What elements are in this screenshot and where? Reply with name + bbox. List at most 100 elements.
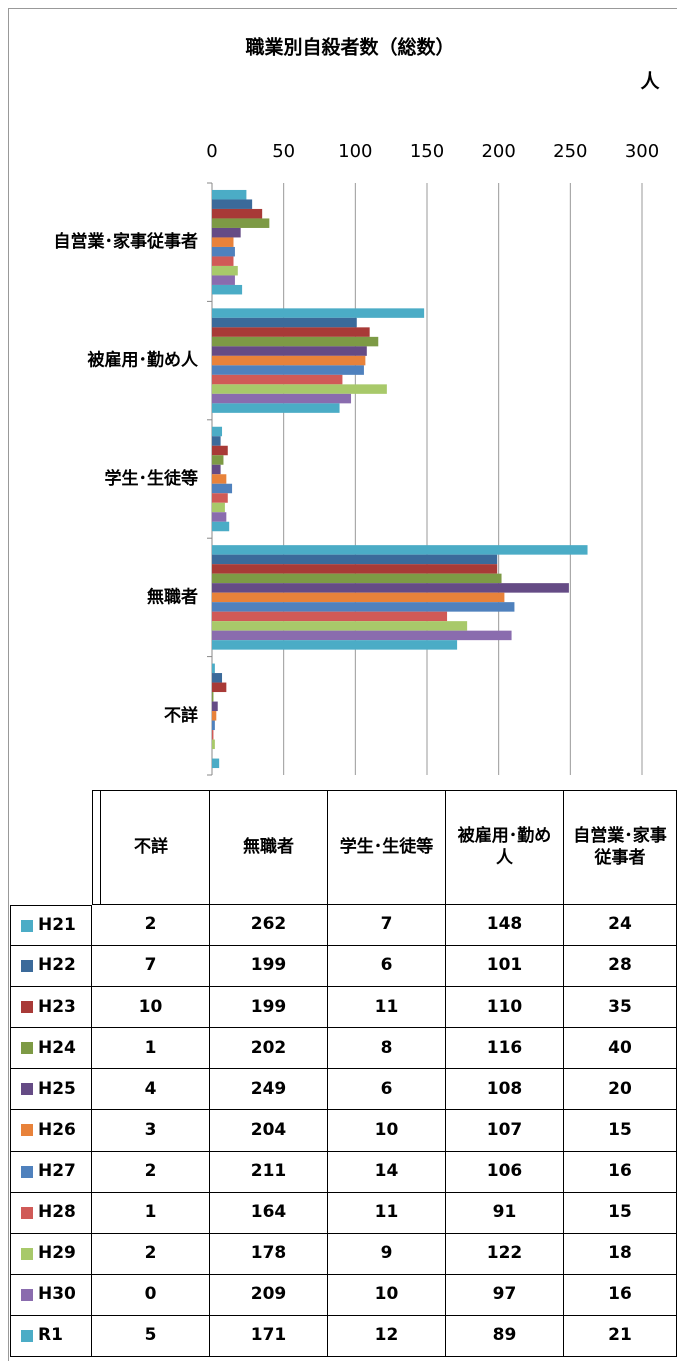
x-tick-label: 200 bbox=[481, 141, 515, 162]
table-header: 不詳 bbox=[92, 790, 210, 905]
legend-key bbox=[21, 1206, 33, 1219]
bar bbox=[212, 640, 458, 650]
bar bbox=[212, 327, 370, 337]
legend-cell: H22 bbox=[10, 946, 92, 988]
legend-cell: H21 bbox=[10, 905, 92, 947]
bar bbox=[212, 436, 221, 446]
legend-key bbox=[21, 919, 33, 932]
bar bbox=[212, 758, 220, 769]
legend-cell: H24 bbox=[10, 1028, 92, 1070]
legend-cell: H27 bbox=[10, 1151, 92, 1193]
bar bbox=[212, 711, 217, 721]
bar bbox=[212, 739, 215, 750]
y-tick-label: 無職者 bbox=[147, 586, 198, 607]
table-value: 202 bbox=[210, 1028, 328, 1070]
chart-border bbox=[8, 8, 677, 1361]
table-border bbox=[92, 790, 101, 905]
table-value: 11 bbox=[328, 1192, 446, 1234]
table-value: 15 bbox=[564, 1192, 677, 1234]
bar bbox=[212, 611, 448, 622]
table-value: 106 bbox=[446, 1151, 564, 1193]
legend-key bbox=[21, 1083, 33, 1096]
bar bbox=[212, 227, 241, 238]
table-value: 18 bbox=[564, 1233, 677, 1275]
bar bbox=[212, 246, 235, 257]
table-value: 4 bbox=[92, 1069, 210, 1111]
bar bbox=[212, 365, 364, 375]
bar bbox=[212, 474, 227, 484]
bar bbox=[212, 455, 224, 465]
legend-cell: H28 bbox=[10, 1192, 92, 1234]
y-tick-label: 自営業･家事従事者 bbox=[54, 231, 199, 252]
table-value: 2 bbox=[92, 905, 210, 947]
table-value: 10 bbox=[92, 987, 210, 1029]
table-value: 40 bbox=[564, 1028, 677, 1070]
bar bbox=[212, 384, 387, 394]
bar bbox=[212, 483, 233, 494]
bar bbox=[212, 256, 234, 266]
table-value: 10 bbox=[328, 1274, 446, 1316]
bar bbox=[212, 621, 468, 631]
bar bbox=[212, 663, 215, 674]
legend-cell: R1 bbox=[10, 1315, 92, 1357]
legend-cell: H26 bbox=[10, 1110, 92, 1152]
bar bbox=[212, 393, 352, 404]
table-header: 無職者 bbox=[210, 790, 328, 905]
bar bbox=[212, 502, 225, 513]
y-tick-label: 不詳 bbox=[164, 705, 198, 726]
bar bbox=[212, 545, 588, 555]
bar bbox=[212, 521, 230, 532]
table-value: 91 bbox=[446, 1192, 564, 1234]
table-value: 12 bbox=[328, 1315, 446, 1357]
table-value: 110 bbox=[446, 987, 564, 1029]
x-tick-label: 50 bbox=[272, 141, 295, 162]
bar bbox=[212, 355, 366, 366]
table-value: 209 bbox=[210, 1274, 328, 1316]
legend-label: H23 bbox=[38, 996, 76, 1017]
table-value: 11 bbox=[328, 987, 446, 1029]
table-value: 6 bbox=[328, 1069, 446, 1111]
table-value: 2 bbox=[92, 1151, 210, 1193]
x-tick-label: 0 bbox=[206, 141, 217, 162]
bar bbox=[212, 265, 238, 276]
legend-key bbox=[21, 1124, 33, 1137]
table-value: 249 bbox=[210, 1069, 328, 1111]
table-header: 学生･生徒等 bbox=[328, 790, 446, 905]
table-value: 101 bbox=[446, 946, 564, 988]
table-value: 9 bbox=[328, 1233, 446, 1275]
x-tick-label: 250 bbox=[553, 141, 587, 162]
bar bbox=[212, 692, 214, 702]
y-tick-label: 被雇用･勤め人 bbox=[88, 350, 199, 371]
x-tick-label: 150 bbox=[410, 141, 444, 162]
x-tick-label: 100 bbox=[338, 141, 372, 162]
bar bbox=[212, 284, 243, 295]
table-value: 171 bbox=[210, 1315, 328, 1357]
bar bbox=[212, 701, 218, 712]
table-value: 108 bbox=[446, 1069, 564, 1111]
table-value: 122 bbox=[446, 1233, 564, 1275]
bar bbox=[212, 573, 502, 584]
table-value: 7 bbox=[92, 946, 210, 988]
table-value: 14 bbox=[328, 1151, 446, 1193]
legend-label: H22 bbox=[38, 955, 76, 976]
table-value: 24 bbox=[564, 905, 677, 947]
bar bbox=[212, 374, 343, 385]
bar bbox=[212, 199, 253, 209]
bar bbox=[212, 445, 228, 456]
legend-key bbox=[21, 1288, 33, 1301]
table-value: 5 bbox=[92, 1315, 210, 1357]
table-value: 0 bbox=[92, 1274, 210, 1316]
bar bbox=[212, 189, 247, 200]
legend-key bbox=[21, 1165, 33, 1178]
table-value: 116 bbox=[446, 1028, 564, 1070]
table-value: 199 bbox=[210, 946, 328, 988]
bar bbox=[212, 464, 221, 475]
legend-label: R1 bbox=[38, 1325, 63, 1346]
legend-label: H25 bbox=[38, 1078, 76, 1099]
legend-label: H29 bbox=[38, 1243, 76, 1264]
legend-cell: H29 bbox=[10, 1233, 92, 1275]
legend-label: H21 bbox=[38, 914, 76, 935]
bar bbox=[212, 403, 340, 413]
